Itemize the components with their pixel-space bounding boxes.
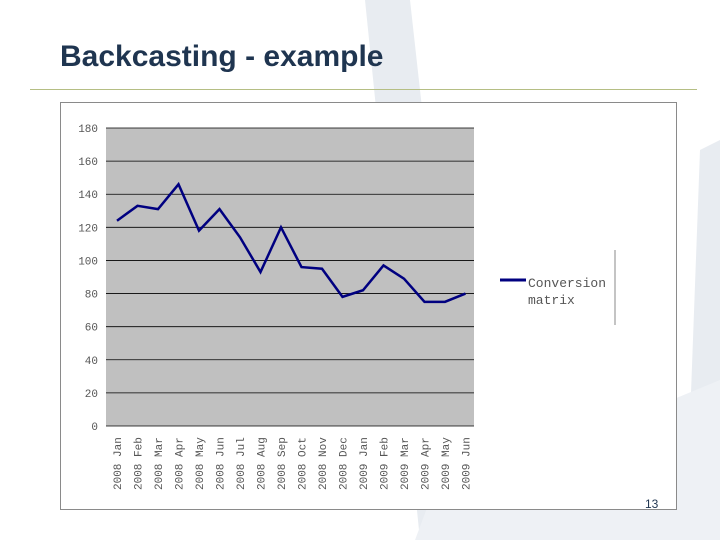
y-tick-label: 60	[85, 323, 98, 335]
y-tick-label: 40	[85, 356, 98, 368]
title-divider	[30, 89, 697, 90]
y-tick-label: 180	[78, 124, 98, 136]
x-tick-label: 2008 May	[195, 437, 207, 490]
x-tick-label: 2009 Apr	[421, 437, 433, 490]
x-tick-label: 2008 Dec	[339, 437, 351, 490]
x-tick-label: 2009 Feb	[380, 437, 392, 490]
x-tick-label: 2009 Jun	[462, 437, 474, 490]
y-tick-label: 80	[85, 290, 98, 302]
legend: Conversion matrix	[500, 250, 616, 325]
x-tick-label: 2008 Nov	[318, 437, 330, 490]
y-tick-label: 140	[78, 190, 98, 202]
x-tick-label: 2009 Jan	[359, 437, 371, 490]
x-tick-label: 2008 Jun	[216, 437, 228, 490]
x-tick-label: 2008 Jan	[113, 437, 125, 490]
x-tick-label: 2008 Jul	[236, 437, 248, 490]
legend-label-line-1: Conversion	[528, 276, 606, 291]
x-tick-label: 2009 May	[441, 437, 453, 490]
x-tick-label: 2008 Apr	[175, 437, 187, 490]
legend-label-line-2: matrix	[528, 293, 575, 308]
plot-area	[106, 128, 474, 426]
y-tick-label: 100	[78, 256, 98, 268]
y-tick-label: 20	[85, 389, 98, 401]
x-tick-label: 2008 Aug	[257, 437, 269, 490]
x-tick-label: 2009 Mar	[400, 437, 412, 490]
page-number: 13	[645, 497, 659, 511]
slide-title: Backcasting - example	[60, 40, 384, 73]
y-tick-label: 160	[78, 157, 98, 169]
series-line-conversion-matrix	[116, 181, 466, 304]
x-tick-label: 2008 Feb	[134, 437, 146, 490]
y-tick-label: 120	[78, 223, 98, 235]
y-tick-label: 0	[91, 422, 98, 434]
x-tick-label: 2008 Oct	[298, 437, 310, 490]
x-tick-label: 2008 Mar	[154, 437, 166, 490]
x-tick-label: 2008 Sep	[277, 437, 289, 490]
